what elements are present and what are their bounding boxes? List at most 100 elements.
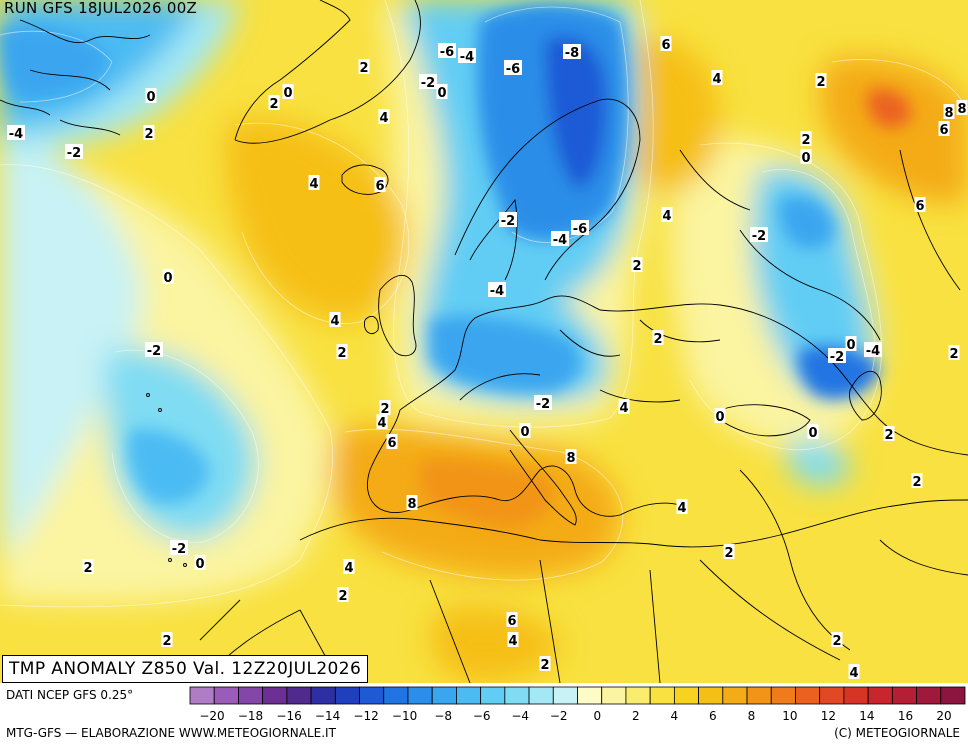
legend-swatch: [795, 686, 821, 705]
svg-text:2: 2: [949, 347, 958, 362]
svg-text:0: 0: [163, 271, 172, 286]
contour-label: 0: [282, 84, 294, 101]
contour-label: -4: [7, 125, 25, 142]
contour-label: 6: [660, 36, 672, 53]
svg-text:0: 0: [146, 90, 155, 105]
legend-swatch: [770, 686, 796, 705]
legend-swatch: [552, 686, 578, 705]
legend-tick-label: −6: [473, 709, 491, 723]
contour-label: 8: [956, 100, 968, 117]
contour-label: -2: [534, 395, 552, 412]
svg-text:0: 0: [801, 151, 810, 166]
contour-label: 4: [376, 414, 388, 431]
svg-text:4: 4: [379, 111, 388, 126]
contour-label: 0: [807, 424, 819, 441]
legend-swatch: [189, 686, 215, 705]
legend-swatch: [480, 686, 506, 705]
contour-label: 4: [676, 499, 688, 516]
svg-text:-2: -2: [172, 542, 186, 557]
legend-tick-label: −10: [392, 709, 417, 723]
legend-swatch: [916, 686, 942, 705]
contour-label: -6: [571, 220, 589, 237]
isolines: [0, 0, 968, 608]
svg-text:4: 4: [662, 209, 671, 224]
svg-text:2: 2: [337, 346, 346, 361]
contour-label: 0: [800, 149, 812, 166]
contour-label: 0: [145, 88, 157, 105]
legend-tick-label: 6: [709, 709, 717, 723]
contour-label: 2: [336, 344, 348, 361]
contour-label: 4: [378, 109, 390, 126]
svg-text:0: 0: [715, 410, 724, 425]
contour-label: 8: [406, 495, 418, 512]
contour-label: -6: [504, 60, 522, 77]
contour-label: -2: [828, 348, 846, 365]
legend-tick-label: −2: [550, 709, 568, 723]
contour-label: 4: [329, 312, 341, 329]
contour-label: 2: [268, 95, 280, 112]
contour-label: 2: [815, 73, 827, 90]
legend-swatch: [867, 686, 893, 705]
svg-text:8: 8: [957, 102, 966, 117]
contour-label: -4: [458, 48, 476, 65]
legend-tick-label: 2: [632, 709, 640, 723]
contour-label: 4: [507, 632, 519, 649]
credit-text: MTG-GFS — ELABORAZIONE WWW.METEOGIORNALE…: [6, 726, 336, 740]
legend-swatch: [213, 686, 239, 705]
contour-label: 4: [308, 175, 320, 192]
map-title: TMP ANOMALY Z850 Val. 12Z20JUL2026: [2, 655, 369, 683]
legend-tick-label: −12: [353, 709, 378, 723]
contour-label: -2: [170, 540, 188, 557]
contour-label: 2: [652, 330, 664, 347]
legend-swatch: [625, 686, 651, 705]
contour-label: 2: [723, 544, 735, 561]
svg-text:0: 0: [437, 86, 446, 101]
svg-text:-2: -2: [147, 344, 161, 359]
svg-text:4: 4: [619, 401, 628, 416]
svg-text:2: 2: [832, 634, 841, 649]
svg-text:6: 6: [375, 179, 384, 194]
svg-text:-2: -2: [536, 397, 550, 412]
contour-label: 4: [618, 399, 630, 416]
svg-text:-4: -4: [460, 50, 474, 65]
legend-swatch: [746, 686, 772, 705]
svg-text:4: 4: [309, 177, 318, 192]
contour-label: 2: [831, 632, 843, 649]
contour-label: 2: [337, 587, 349, 604]
contour-label: 2: [143, 125, 155, 142]
svg-text:-2: -2: [830, 350, 844, 365]
contour-label: 8: [943, 104, 955, 121]
contour-label: 0: [162, 269, 174, 286]
contour-label: 6: [386, 434, 398, 451]
legend-swatch: [383, 686, 409, 705]
svg-text:-2: -2: [752, 229, 766, 244]
svg-text:2: 2: [724, 546, 733, 561]
legend-swatch: [431, 686, 457, 705]
contour-label: 8: [565, 449, 577, 466]
svg-text:2: 2: [338, 589, 347, 604]
svg-text:2: 2: [144, 127, 153, 142]
legend-swatch: [528, 686, 554, 705]
svg-text:2: 2: [83, 561, 92, 576]
svg-text:4: 4: [377, 416, 386, 431]
svg-text:-4: -4: [9, 127, 23, 142]
legend-tick-label: −8: [434, 709, 452, 723]
legend-swatch: [722, 686, 748, 705]
contour-label: 2: [631, 257, 643, 274]
legend-swatch: [649, 686, 675, 705]
svg-text:2: 2: [653, 332, 662, 347]
svg-text:-6: -6: [440, 45, 454, 60]
contour-label: 0: [845, 336, 857, 353]
contour-label: 0: [436, 84, 448, 101]
svg-text:2: 2: [162, 634, 171, 649]
legend-swatch: [843, 686, 869, 705]
svg-text:0: 0: [520, 425, 529, 440]
svg-text:2: 2: [816, 75, 825, 90]
svg-text:0: 0: [283, 86, 292, 101]
svg-text:2: 2: [632, 259, 641, 274]
contour-label: -2: [65, 144, 83, 161]
svg-text:2: 2: [359, 61, 368, 76]
legend-swatch: [310, 686, 336, 705]
svg-text:-4: -4: [553, 233, 567, 248]
